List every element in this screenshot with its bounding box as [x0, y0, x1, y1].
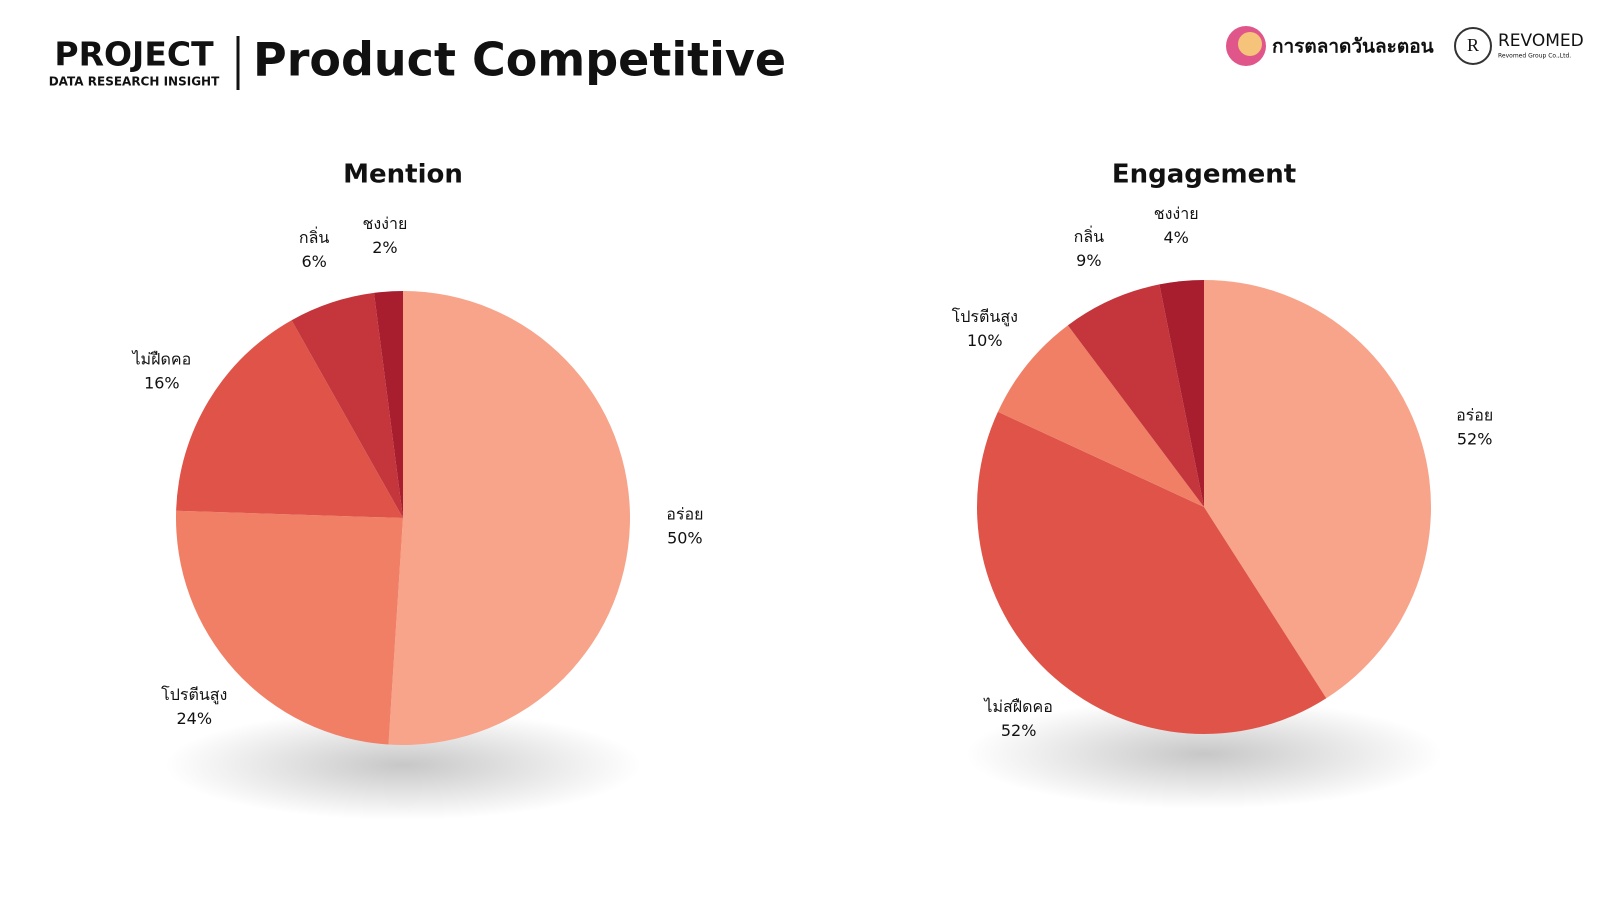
- project-subtitle: DATA RESEARCH INSIGHT: [49, 75, 220, 89]
- pie-slice: [373, 291, 403, 518]
- pie-slice: [388, 290, 631, 745]
- pie-slice: [977, 411, 1327, 734]
- slice-label: อร่อย: [666, 505, 703, 524]
- chart-title: Mention: [343, 160, 463, 190]
- pie-slice: [1204, 280, 1431, 699]
- pie-slice: [291, 292, 403, 518]
- slice-label: กลิ่น: [1074, 225, 1104, 246]
- pie-slice: [176, 320, 403, 518]
- revomed-icon: [1454, 27, 1492, 65]
- pie-slice: [1159, 280, 1204, 507]
- slice-value: 2%: [372, 238, 397, 257]
- pie-slice: [997, 325, 1204, 507]
- slice-label: กลิ่น: [299, 226, 329, 247]
- slice-label: ไม่ฝืดคอ: [131, 349, 192, 368]
- slice-value: 10%: [967, 331, 1003, 350]
- logo-text: การตลาดวันละตอน: [1272, 36, 1434, 58]
- pie-slice: [175, 510, 403, 745]
- pie-slice: [1067, 284, 1204, 507]
- slice-value: 24%: [176, 709, 212, 728]
- slice-value: 50%: [667, 529, 703, 548]
- revomed-name: REVOMED: [1498, 31, 1584, 51]
- revomed-mark: R: [1467, 35, 1479, 55]
- slice-value: 6%: [301, 252, 326, 271]
- slice-label: ชงง่าย: [1154, 204, 1199, 223]
- slice-value: 4%: [1163, 228, 1188, 247]
- logo-icon-inner: [1238, 32, 1262, 56]
- pie-shadow: [164, 710, 642, 820]
- slice-label: ไม่สฝืดคอ: [982, 697, 1052, 716]
- project-label: PROJECT: [54, 35, 214, 74]
- slide-title: Product Competitive: [253, 33, 786, 87]
- slice-value: 16%: [144, 373, 180, 392]
- pie-shadow: [965, 699, 1443, 809]
- slice-value: 52%: [1001, 721, 1037, 740]
- slice-label: โปรตีนสูง: [952, 307, 1018, 327]
- slice-label: โปรตีนสูง: [161, 685, 227, 705]
- slice-label: อร่อย: [1456, 405, 1493, 424]
- slice-label: ชงง่าย: [363, 214, 408, 233]
- chart-title: Engagement: [1112, 160, 1296, 190]
- slice-value: 52%: [1457, 429, 1493, 448]
- slice-value: 9%: [1076, 251, 1101, 270]
- revomed-sub: Revomed Group Co.,Ltd.: [1498, 53, 1571, 60]
